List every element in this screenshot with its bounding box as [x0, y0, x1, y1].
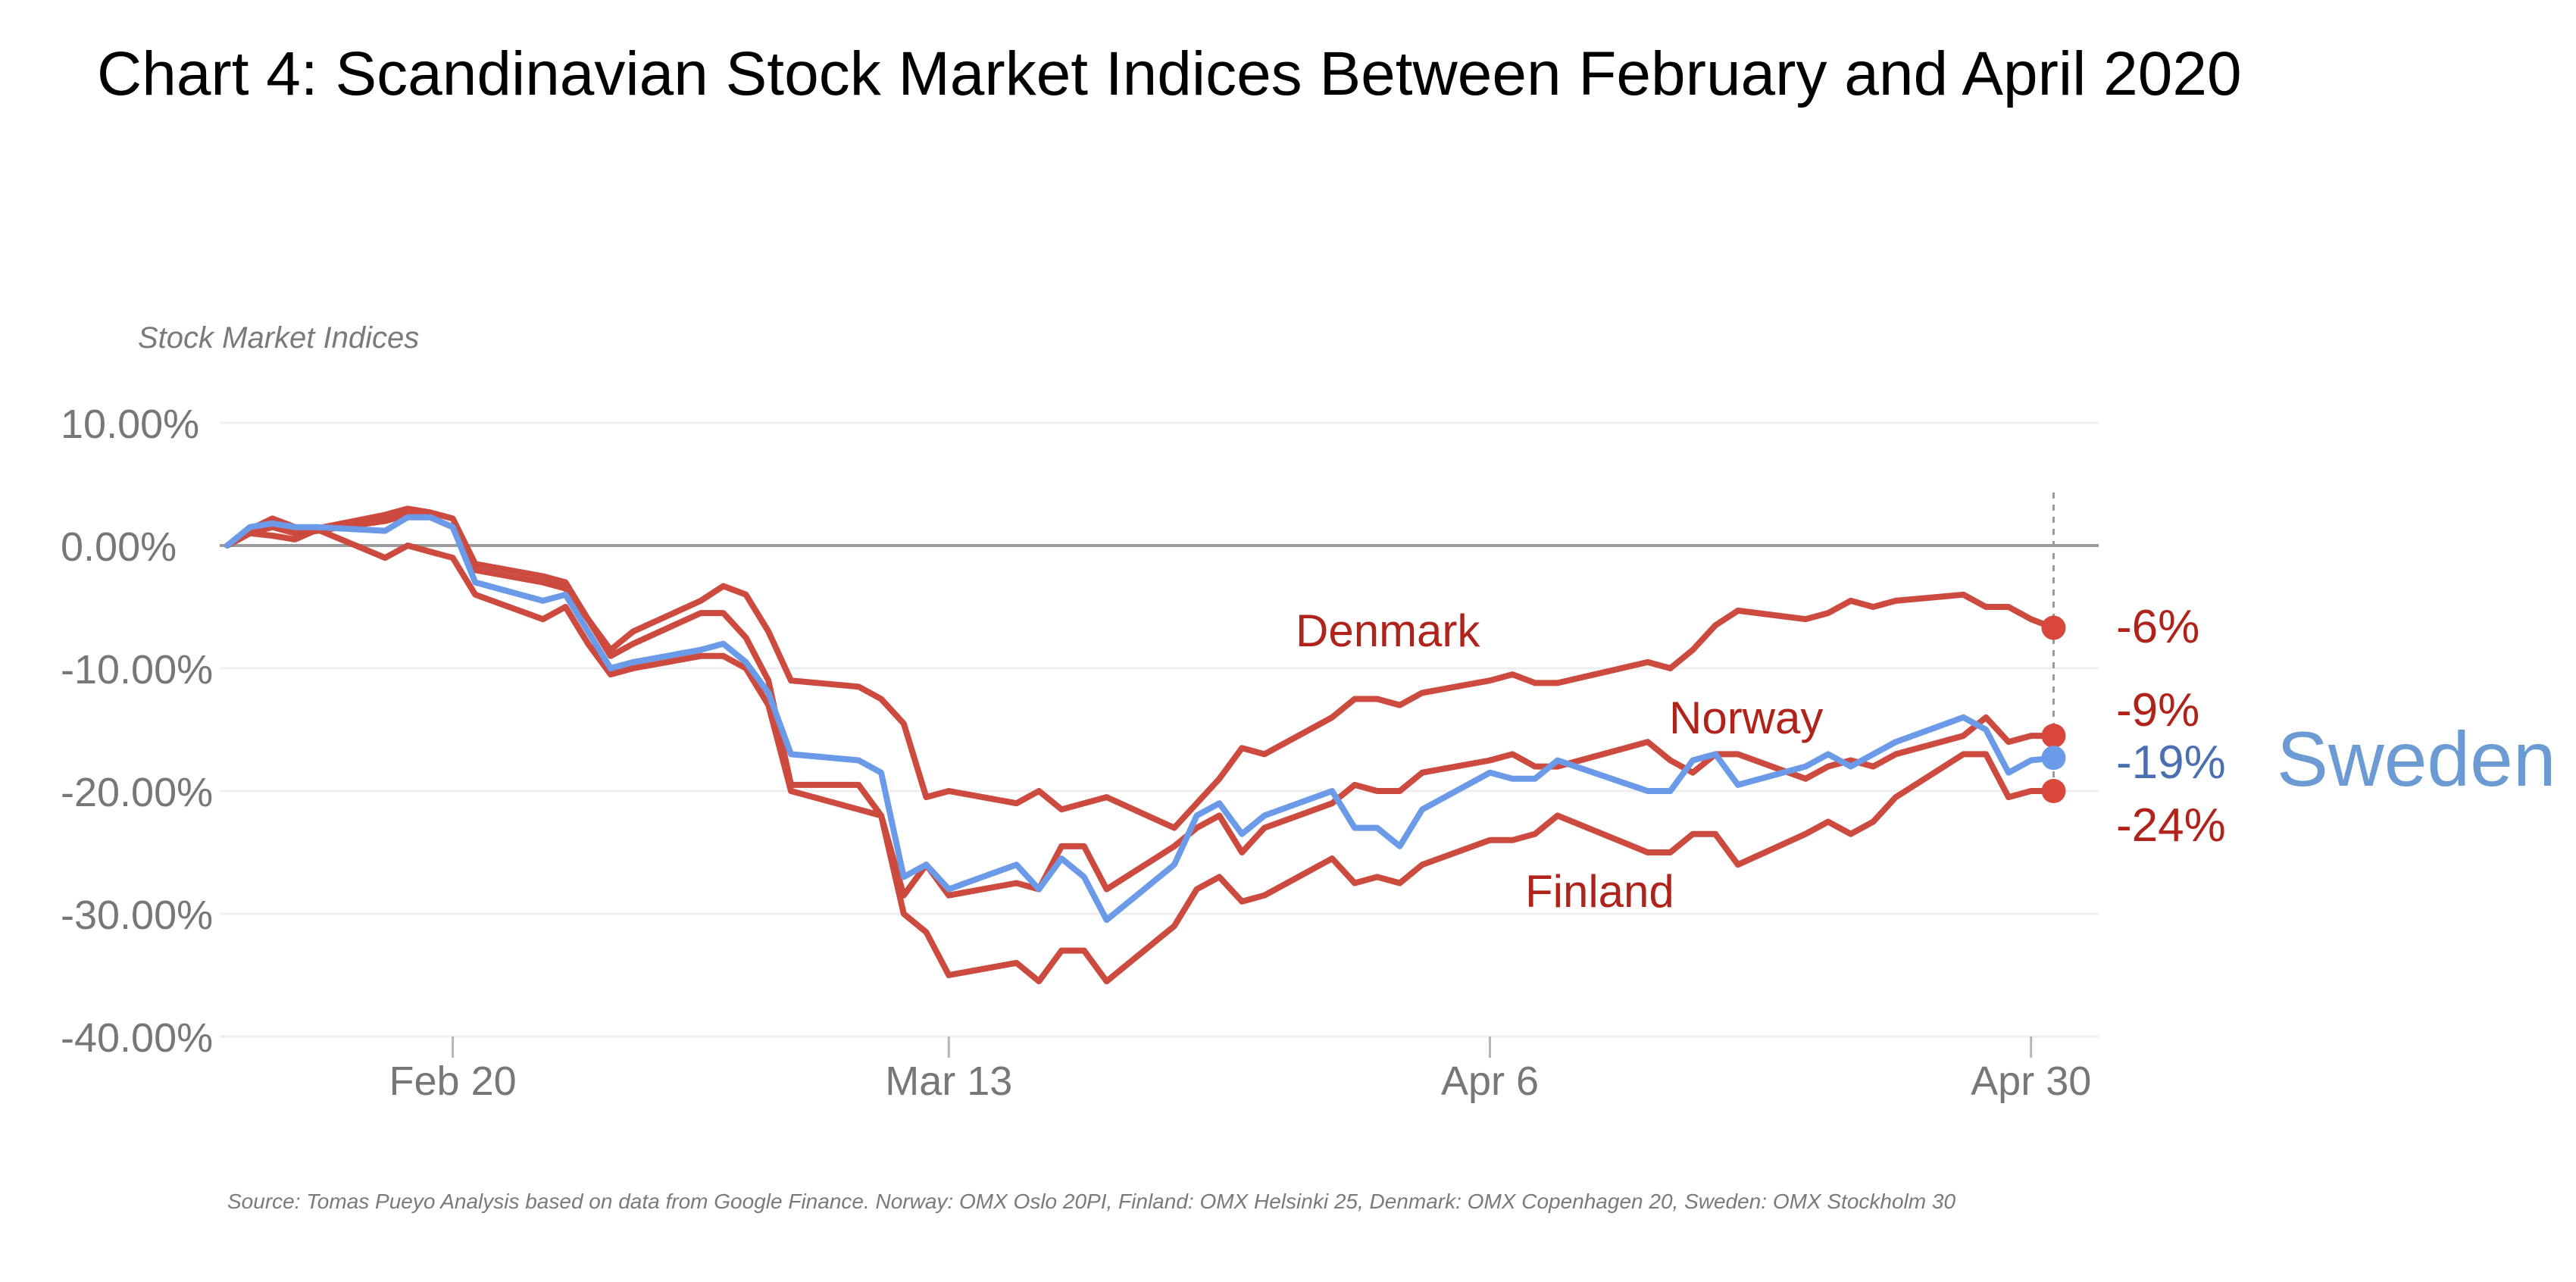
x-tick-label: Apr 30 — [1971, 1058, 2091, 1104]
y-tick-label: -40.00% — [61, 1015, 213, 1061]
series-line-norway — [224, 511, 2057, 899]
end-label-sweden: -19% — [2116, 736, 2226, 789]
end-label-norway: -9% — [2116, 684, 2199, 736]
end-label-finland: -24% — [2116, 799, 2226, 852]
x-axis: Feb 20 Mar 13 Apr 6 Apr 30 — [389, 1037, 2091, 1104]
end-marker-sweden — [2041, 746, 2066, 771]
gridlines — [220, 421, 2099, 1038]
y-axis: 10.00% 0.00% -10.00% -20.00% -30.00% -40.00% — [61, 402, 213, 1061]
x-tick-label: Apr 6 — [1441, 1058, 1539, 1104]
y-axis-title: Stock Market Indices — [138, 321, 419, 355]
chart-title: Chart 4: Scandinavian Stock Market Indic… — [97, 39, 2242, 108]
source-note: Source: Tomas Pueyo Analysis based on da… — [227, 1190, 1955, 1213]
x-tick-label: Feb 20 — [389, 1058, 517, 1104]
end-label-denmark: -6% — [2116, 601, 2199, 653]
end-marker-denmark — [2041, 615, 2066, 640]
end-marker-finland — [2041, 779, 2066, 803]
y-tick-label: 0.00% — [61, 524, 177, 570]
series-line-sweden — [224, 514, 2057, 924]
end-markers — [2041, 615, 2066, 803]
y-tick-label: -20.00% — [61, 770, 213, 815]
series-label-denmark: Denmark — [1296, 605, 1480, 656]
series-labels: Denmark Norway Finland -6% -9%-19% -24% Sweden — [1296, 601, 2556, 917]
x-tick-label: Mar 13 — [885, 1058, 1012, 1104]
series-lines — [224, 505, 2057, 985]
series-line-denmark — [224, 505, 2057, 831]
end-marker-norway — [2041, 724, 2066, 749]
y-tick-label: -10.00% — [61, 647, 213, 693]
series-label-finland: Finland — [1525, 866, 1674, 917]
y-tick-label: 10.00% — [61, 402, 199, 447]
series-label-sweden: Sweden — [2277, 716, 2556, 802]
y-tick-label: -30.00% — [61, 893, 213, 938]
series-label-norway: Norway — [1669, 693, 1823, 743]
series-line-finland — [224, 526, 2057, 985]
